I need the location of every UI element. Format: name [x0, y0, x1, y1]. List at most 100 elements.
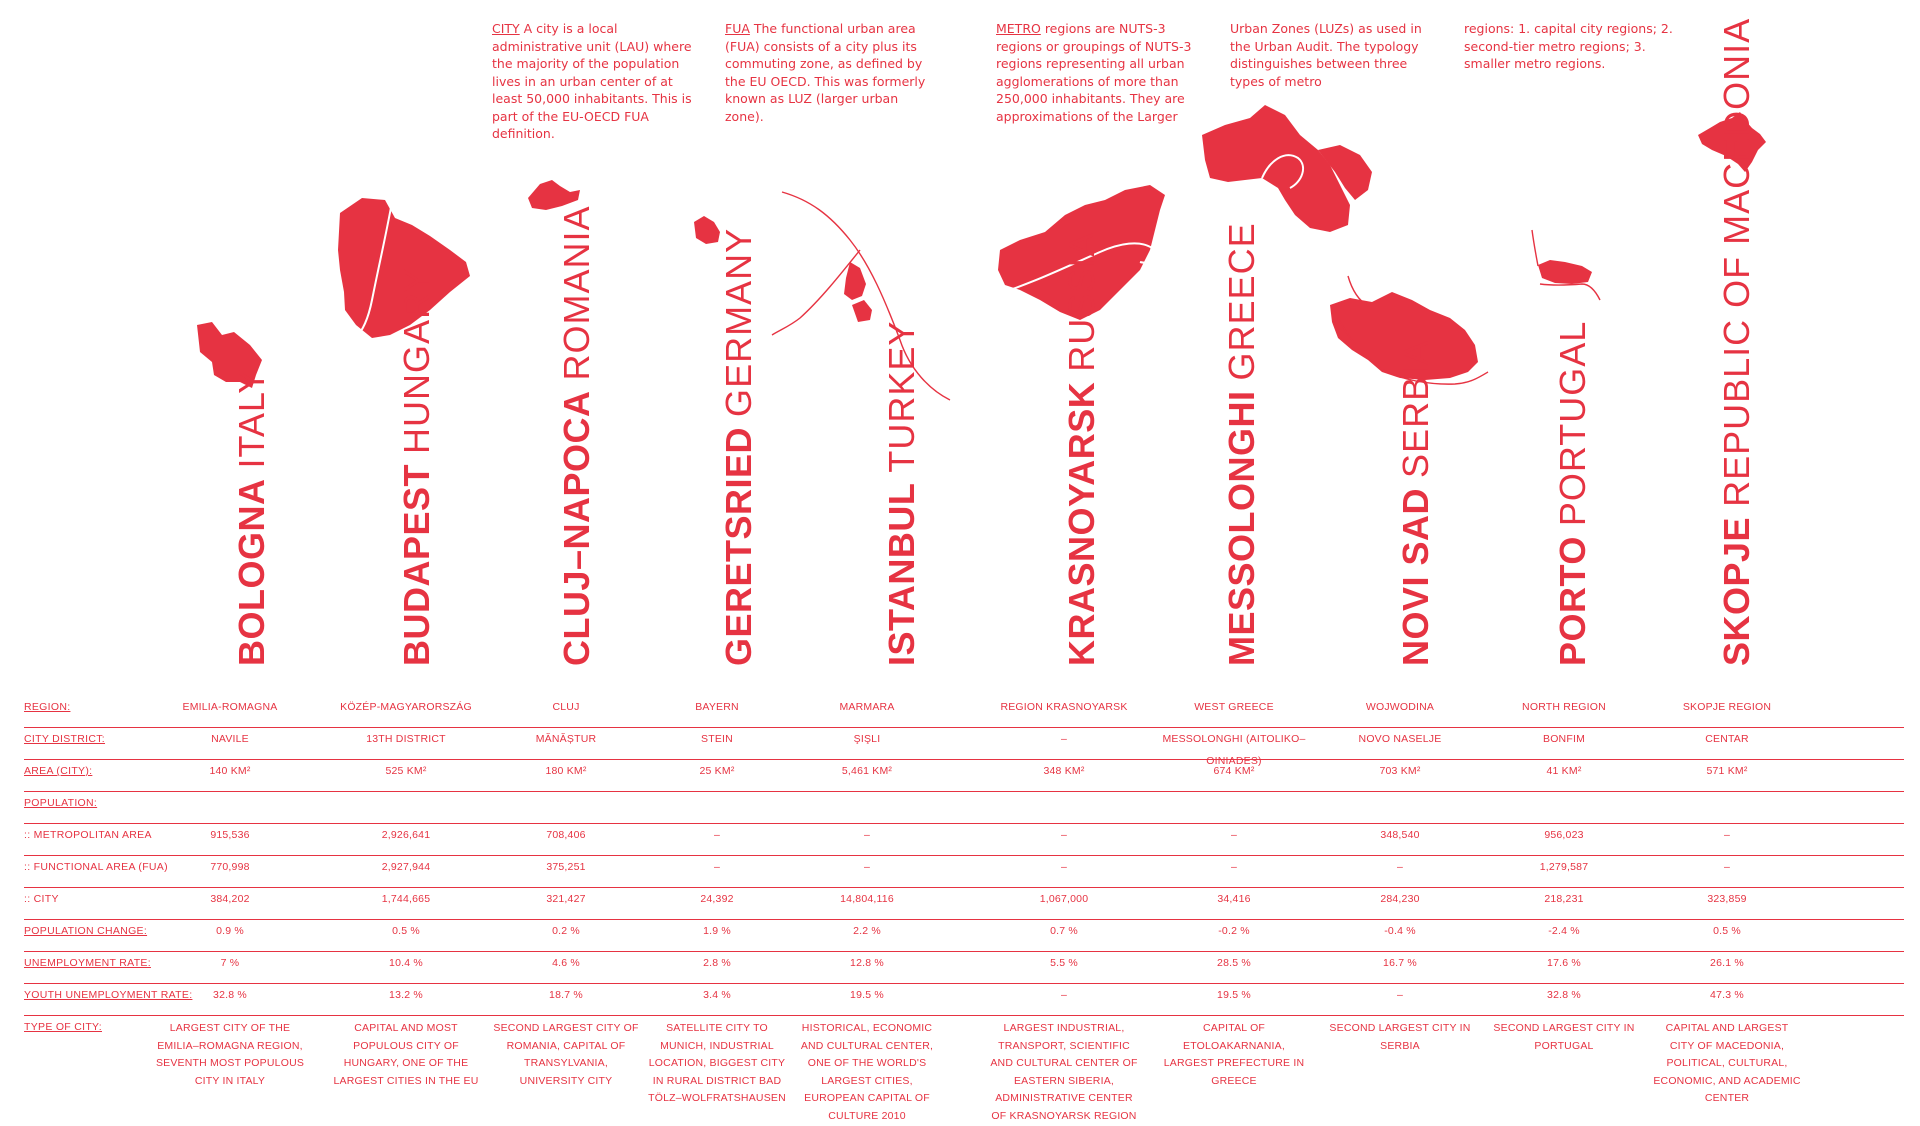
- table-cell: CAPITAL AND MOST POPULOUS CITY OF HUNGAR…: [333, 1022, 479, 1087]
- city-name: PORTO: [1552, 536, 1593, 666]
- definition-text: A city is a local administrative unit (L…: [492, 21, 692, 141]
- row-label: YOUTH UNEMPLOYMENT RATE:: [24, 989, 193, 1001]
- table-row: YOUTH UNEMPLOYMENT RATE: 32.8 % 13.2 % 18.7…: [24, 984, 1904, 1016]
- table-cell: –: [1723, 861, 1731, 873]
- table-cell: MĂNĂȘTUR: [535, 733, 597, 745]
- table-cell: 770,998: [210, 861, 250, 873]
- table-cell: LARGEST INDUSTRIAL, TRANSPORT, SCIENTIFI…: [990, 1022, 1138, 1122]
- city-name-cluj-napoca: CLUJ–NAPOCA ROMANIA: [556, 205, 597, 666]
- city-maps: [197, 105, 1766, 401]
- istanbul-map: [844, 262, 866, 300]
- table-cell: 2.8 %: [703, 957, 731, 969]
- table-cell: –: [1060, 861, 1068, 873]
- table-cell: 0.2 %: [552, 925, 580, 937]
- table-cell: –: [1723, 829, 1731, 841]
- definition-keyword: FUA: [725, 21, 750, 36]
- table-cell: 7 %: [220, 957, 240, 969]
- messolonghi-map-2: [1318, 145, 1372, 200]
- istanbul-coastline: [781, 191, 951, 401]
- table-cell: CENTAR: [1705, 733, 1749, 745]
- table-cell: CAPITAL AND LARGEST CITY OF MACEDONIA, P…: [1653, 1022, 1801, 1104]
- table-row: POPULATION CHANGE: 0.9 % 0.5 % 0.2 % 1.9 % 2.…: [24, 920, 1904, 952]
- city-name-porto: PORTO PORTUGAL: [1552, 321, 1593, 666]
- table-cell: –: [1230, 829, 1238, 841]
- city-name-geretsried: GERETSRIED GERMANY: [718, 228, 759, 666]
- table-cell: 1,067,000: [1039, 893, 1089, 905]
- messolonghi-map: [1202, 105, 1350, 232]
- city-name: NOVI SAD: [1395, 487, 1436, 666]
- table-cell: SKOPJE REGION: [1682, 701, 1772, 713]
- row-label: TYPE OF CITY:: [24, 1021, 102, 1033]
- messolonghi-lagoon: [1261, 154, 1305, 189]
- table-cell: -0.2 %: [1218, 925, 1250, 937]
- table-cell: 348 km²: [1043, 765, 1085, 777]
- table-cell: NORTH REGION: [1522, 701, 1606, 713]
- country-name: TURKEY: [881, 320, 922, 473]
- bologna-map: [197, 322, 262, 388]
- country-name: RUSSIA: [1061, 231, 1102, 372]
- table-cell: WEST GREECE: [1194, 701, 1274, 713]
- table-cell: 674 km²: [1213, 765, 1255, 777]
- table-cell: -0.4 %: [1384, 925, 1416, 937]
- definition-metro: METRO regions are NUTS-3 regions or grou…: [996, 20, 1206, 125]
- city-name: BOLOGNA: [231, 478, 272, 667]
- definition-luz: Urban Zones (LUZs) as used in the Urban …: [1230, 20, 1445, 90]
- table-cell: 19.5 %: [850, 989, 884, 1001]
- table-cell: 17.6 %: [1547, 957, 1581, 969]
- table-cell: 956,023: [1544, 829, 1584, 841]
- table-cell: HISTORICAL, ECONOMIC AND CULTURAL CENTER…: [800, 1022, 934, 1122]
- table-cell: 284,230: [1380, 893, 1420, 905]
- table-cell: 14,804,116: [840, 893, 894, 905]
- table-cell: MESSOLONGHI (AITOLIKO–OINIADES): [1162, 733, 1306, 767]
- table-row: UNEMPLOYMENT RATE: 7 % 10.4 % 4.6 % 2.8 % 12.…: [24, 952, 1904, 984]
- definition-metro-types: regions: 1. capital city regions; 2. sec…: [1464, 20, 1674, 73]
- table-cell: –: [1396, 989, 1404, 1001]
- city-data-table: REGION: EMILIA-ROMAGNA KÖZÉP-MAGYARORSZÁG C…: [24, 696, 1904, 1126]
- table-row: :: FUNCTIONAL AREA (FUA) 770,998 2,927,944…: [24, 856, 1904, 888]
- table-cell: 13.2 %: [389, 989, 423, 1001]
- table-cell: –: [1060, 733, 1068, 745]
- table-row: REGION: EMILIA-ROMAGNA KÖZÉP-MAGYARORSZÁG C…: [24, 696, 1904, 728]
- table-cell: NOVO NASELJE: [1358, 733, 1442, 745]
- table-cell: 34,416: [1217, 893, 1251, 905]
- table-cell: EMILIA-ROMAGNA: [182, 701, 278, 713]
- table-cell: SECOND LARGEST CITY IN SERBIA: [1329, 1022, 1471, 1052]
- city-name: MESSOLONGHI: [1221, 390, 1262, 666]
- geretsried-map: [694, 216, 720, 244]
- table-row: POPULATION:: [24, 792, 1904, 824]
- table-cell: –: [863, 829, 871, 841]
- city-name-bologna: BOLOGNA ITALY: [231, 368, 272, 667]
- table-cell: CLUJ: [552, 701, 580, 713]
- table-cell: 4.6 %: [552, 957, 580, 969]
- table-cell: SECOND LARGEST CITY IN PORTUGAL: [1493, 1022, 1635, 1052]
- cluj-napoca-map: [528, 180, 580, 210]
- table-cell: 384,202: [210, 893, 250, 905]
- table-cell: 41 km²: [1546, 765, 1582, 777]
- table-cell: –: [713, 861, 721, 873]
- table-cell: 321,427: [546, 893, 586, 905]
- istanbul-coastline-2: [771, 249, 861, 336]
- table-cell: 1,279,587: [1539, 861, 1589, 873]
- krasnoyarsk-map: [998, 185, 1165, 320]
- city-name-skopje: SKOPJE REPUBLIC OF MACEDONIA: [1716, 18, 1757, 666]
- definition-text: Urban Zones (LUZs) as used in the Urban …: [1230, 21, 1422, 89]
- country-name: ITALY: [231, 368, 272, 469]
- table-cell: BAYERN: [695, 701, 739, 713]
- definition-fua: FUA The functional urban area (FUA) cons…: [725, 20, 935, 125]
- table-cell: 375,251: [546, 861, 586, 873]
- table-cell: LARGEST CITY OF THE EMILIA–ROMAGNA REGIO…: [155, 1022, 305, 1087]
- table-cell: 32.8 %: [213, 989, 247, 1001]
- city-name: GERETSRIED: [718, 426, 759, 666]
- country-name: ROMANIA: [556, 205, 597, 381]
- table-row: TYPE OF CITY: LARGEST CITY OF THE EMILIA–…: [24, 1016, 1904, 1126]
- table-cell: NAVILE: [211, 733, 249, 745]
- porto-map: [1538, 260, 1592, 284]
- table-cell: CAPITAL OF ETOLOAKARNANIA, LARGEST PREFE…: [1163, 1022, 1305, 1087]
- table-cell: 0.5 %: [1713, 925, 1741, 937]
- row-label: AREA (CITY):: [24, 765, 93, 777]
- table-row: CITY DISTRICT: NAVILE 13TH DISTRICT MĂNĂȘTU…: [24, 728, 1904, 767]
- table-cell: 1.9 %: [703, 925, 731, 937]
- table-cell: 218,231: [1544, 893, 1584, 905]
- table-cell: 2,926,641: [381, 829, 431, 841]
- city-name-messolonghi: MESSOLONGHI GREECE: [1221, 222, 1262, 666]
